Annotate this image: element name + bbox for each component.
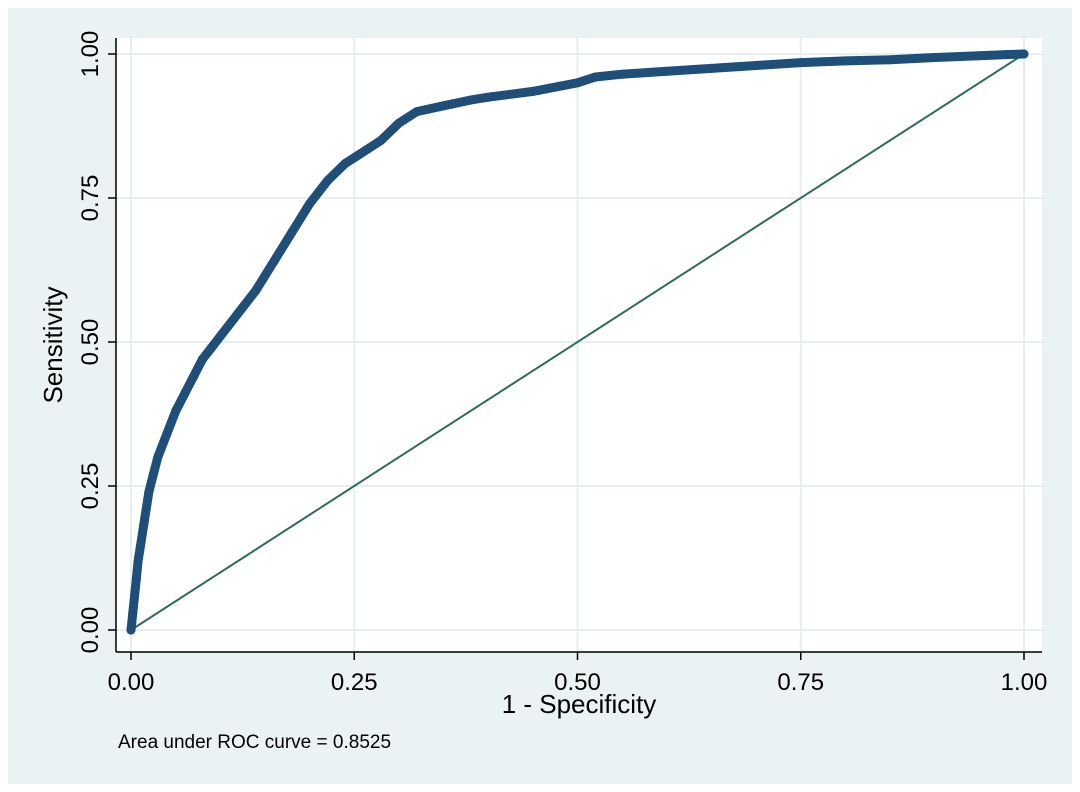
- roc-point: [126, 625, 136, 635]
- roc-point: [885, 55, 895, 65]
- y-tick-label: 1.00: [77, 31, 104, 78]
- roc-point: [287, 228, 297, 238]
- roc-point: [376, 135, 386, 145]
- roc-point: [131, 573, 141, 583]
- roc-point: [974, 51, 984, 61]
- roc-point: [840, 56, 850, 66]
- roc-curve-points: [126, 49, 1029, 635]
- roc-point: [465, 95, 475, 105]
- roc-point: [206, 343, 216, 353]
- x-axis-title: 1 - Specificity: [502, 689, 657, 719]
- x-tick-label: 0.50: [554, 669, 601, 696]
- roc-point: [796, 58, 806, 68]
- roc-point: [394, 118, 404, 128]
- roc-point: [189, 372, 198, 382]
- roc-point: [133, 556, 143, 566]
- roc-point: [162, 429, 172, 439]
- roc-point: [528, 86, 538, 96]
- roc-point: [144, 487, 154, 497]
- x-tick-label: 0.75: [777, 669, 824, 696]
- roc-point: [930, 53, 940, 62]
- y-tick-label: 0.25: [77, 463, 104, 510]
- roc-point: [233, 308, 243, 318]
- roc-point: [483, 92, 493, 102]
- roc-point: [439, 101, 448, 111]
- roc-point: [153, 452, 163, 462]
- y-tick-labels: 0.00 0.25 0.50 0.75 1.00: [77, 31, 104, 654]
- roc-point: [573, 78, 582, 88]
- roc-point: [617, 69, 627, 79]
- y-tick-label: 0.75: [77, 175, 104, 222]
- plot-area: [116, 38, 1042, 652]
- roc-point: [128, 608, 138, 618]
- x-tick-label: 1.00: [1001, 669, 1048, 696]
- roc-point: [707, 63, 716, 73]
- roc-point: [349, 153, 359, 163]
- roc-point: [751, 61, 761, 70]
- roc-point: [662, 66, 672, 76]
- x-tick-label: 0.25: [331, 669, 378, 696]
- y-axis-title: Sensitivity: [38, 286, 68, 403]
- roc-point: [590, 72, 600, 82]
- roc-point: [323, 176, 332, 186]
- roc-point: [1019, 49, 1029, 59]
- gridlines: [116, 38, 1042, 652]
- roc-point: [1001, 50, 1011, 60]
- roc-point: [171, 406, 181, 416]
- roc-point: [412, 107, 422, 117]
- x-tick-label: 0.00: [108, 669, 155, 696]
- roc-point: [197, 354, 207, 364]
- y-tick-label: 0.00: [77, 607, 104, 654]
- roc-point: [180, 389, 190, 399]
- roc-point: [130, 590, 140, 600]
- roc-point: [139, 516, 149, 526]
- roc-point: [215, 331, 225, 341]
- y-tick-label: 0.50: [77, 319, 104, 366]
- roc-point: [251, 285, 261, 295]
- roc-point: [305, 199, 315, 209]
- auc-note: Area under ROC curve = 0.8525: [118, 732, 391, 753]
- reference-line: [130, 53, 1025, 631]
- roc-point: [269, 256, 279, 266]
- axis-ticks: [108, 53, 1025, 660]
- roc-point: [148, 470, 158, 479]
- x-tick-labels: 0.00 0.25 0.50 0.75 1.00: [108, 669, 1048, 696]
- roc-point: [135, 544, 145, 554]
- roc-point: [340, 158, 350, 168]
